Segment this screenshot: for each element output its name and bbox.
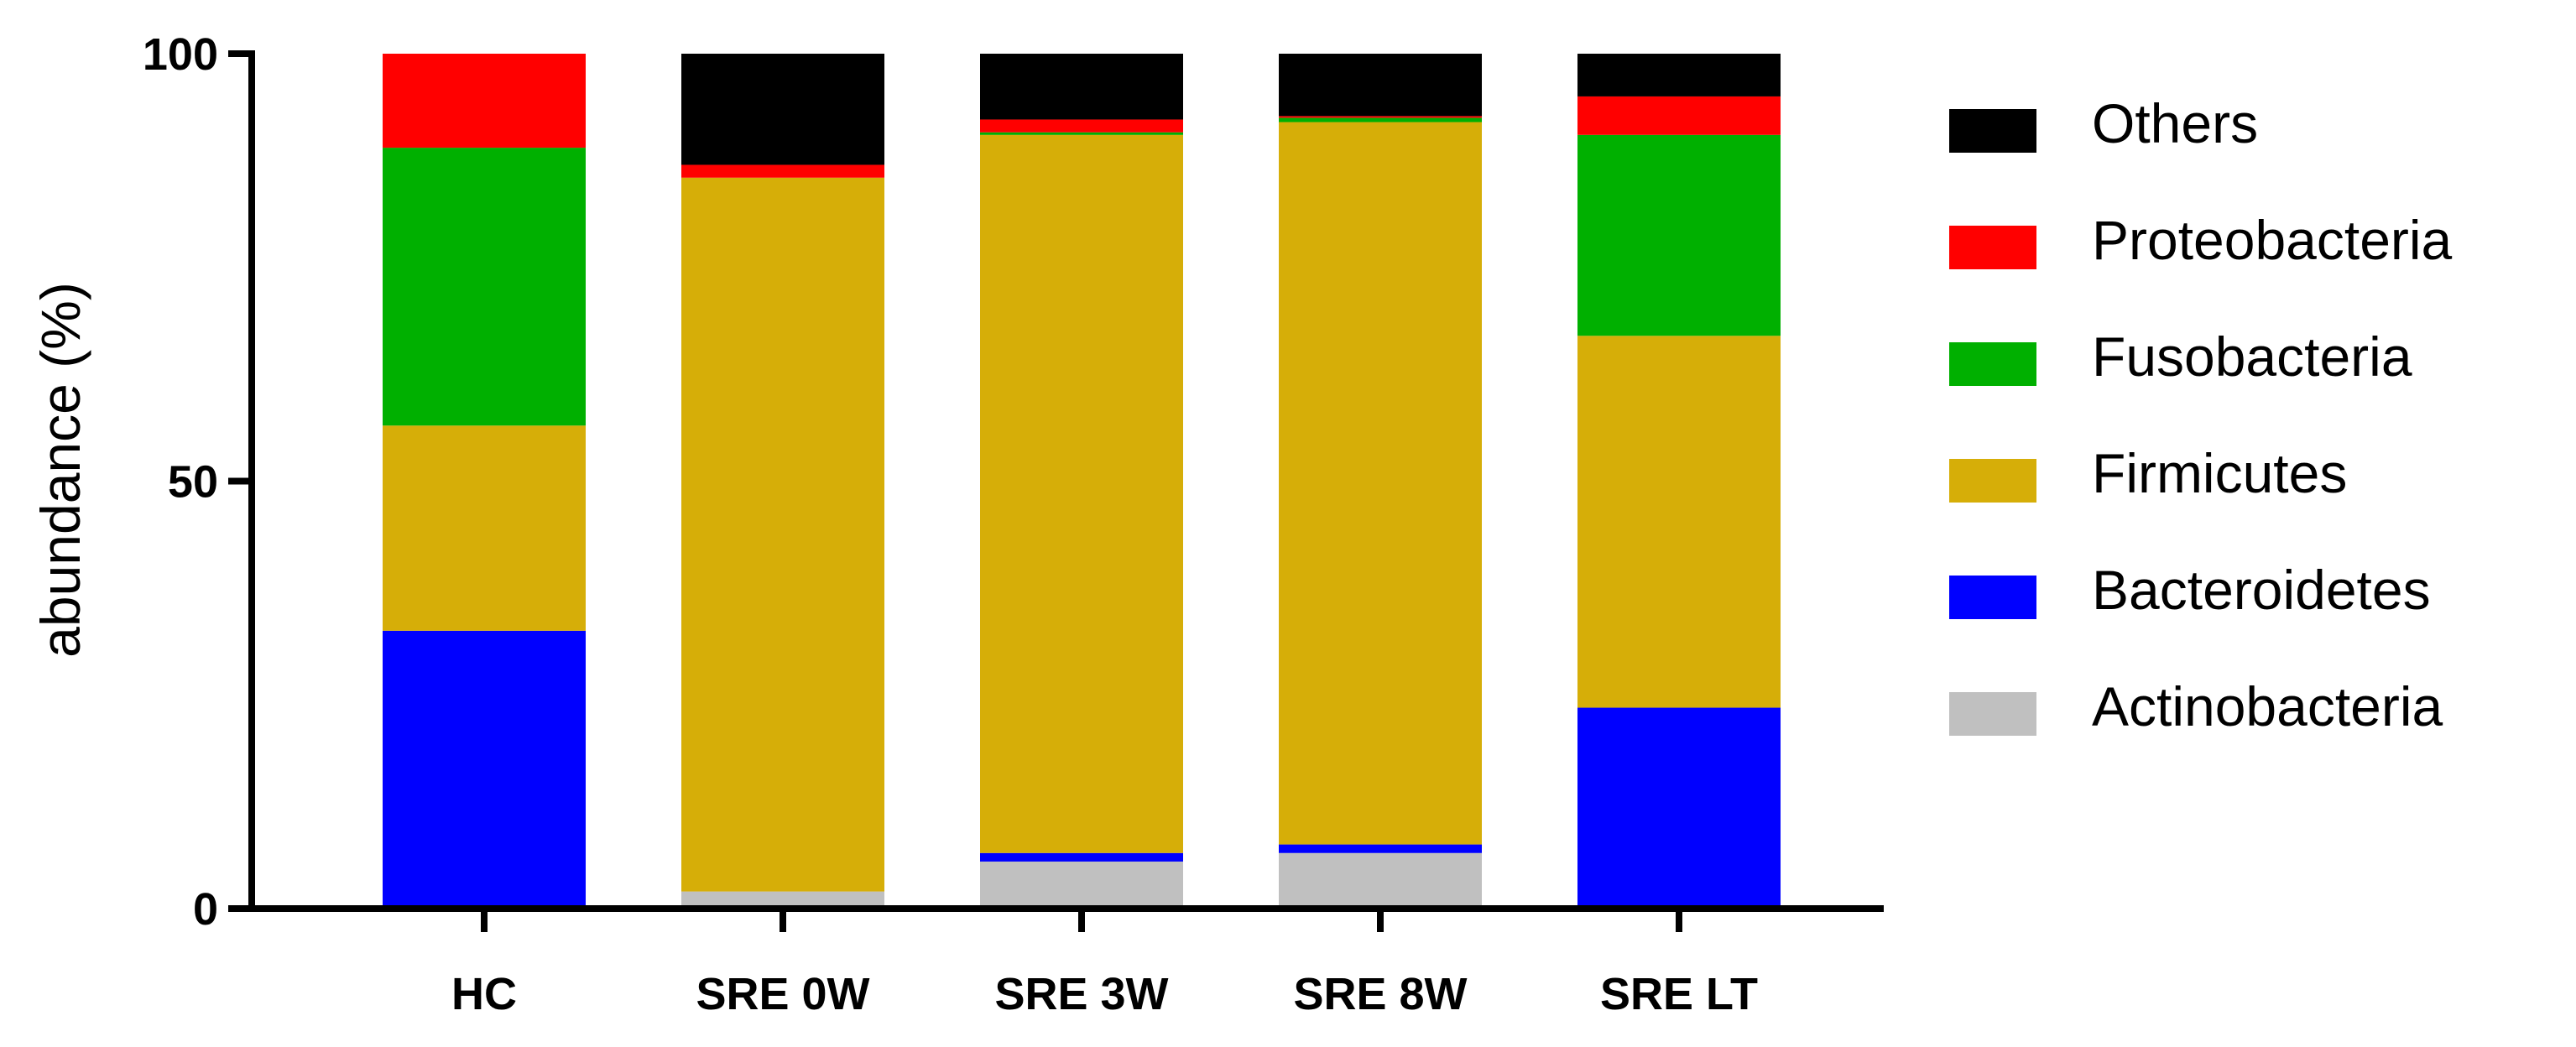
legend-item-others: Others xyxy=(1949,92,2258,154)
legend-swatch-others xyxy=(1949,109,2036,153)
legend-label-bacteroidetes: Bacteroidetes xyxy=(2092,559,2431,621)
bar-segment-firmicutes-sre-3w xyxy=(980,134,1183,853)
bar-segment-others-sre-8w xyxy=(1279,54,1482,117)
bar-segment-actinobacteria-sre-0w xyxy=(681,891,884,909)
bar-segment-fusobacteria-sre-8w xyxy=(1279,117,1482,122)
bar-segment-proteobacteria-sre-lt xyxy=(1577,96,1781,135)
legend-label-proteobacteria: Proteobacteria xyxy=(2092,209,2453,271)
y-axis-label: abundance (%) xyxy=(29,282,91,658)
bar-segment-proteobacteria-sre-3w xyxy=(980,119,1183,133)
y-tick-label-50: 50 xyxy=(168,457,218,508)
legend: Others Proteobacteria Fusobacteria Firmicut… xyxy=(1949,92,2453,737)
bar-segment-firmicutes-sre-8w xyxy=(1279,122,1482,845)
bar-segment-bacteroidetes-sre-lt xyxy=(1577,707,1781,909)
x-tick-label-sre-0w: SRE 0W xyxy=(696,969,869,1019)
bar-segment-actinobacteria-sre-8w xyxy=(1279,852,1482,909)
legend-swatch-proteobacteria xyxy=(1949,226,2036,269)
bar-segment-firmicutes-sre-0w xyxy=(681,177,884,892)
axes-layer: 0 50 100 HC SRE 0W SRE 3W SRE 8W SRE LT xyxy=(143,29,1884,1019)
bar-segment-firmicutes-hc xyxy=(383,425,586,631)
legend-item-proteobacteria: Proteobacteria xyxy=(1949,209,2453,271)
bars-layer xyxy=(383,54,1781,909)
bar-segment-others-sre-3w xyxy=(980,54,1183,120)
legend-swatch-actinobacteria xyxy=(1949,692,2036,736)
legend-swatch-bacteroidetes xyxy=(1949,576,2036,619)
bar-segment-others-sre-lt xyxy=(1577,54,1781,96)
legend-item-firmicutes: Firmicutes xyxy=(1949,442,2347,504)
x-tick-label-sre-3w: SRE 3W xyxy=(994,969,1168,1019)
legend-item-bacteroidetes: Bacteroidetes xyxy=(1949,559,2431,621)
bar-segment-fusobacteria-sre-3w xyxy=(980,132,1183,135)
legend-item-fusobacteria: Fusobacteria xyxy=(1949,326,2412,388)
bar-segment-bacteroidetes-sre-8w xyxy=(1279,844,1482,853)
x-tick-label-hc: HC xyxy=(451,969,517,1019)
x-tick-label-sre-8w: SRE 8W xyxy=(1293,969,1467,1019)
y-tick-label-0: 0 xyxy=(193,884,218,935)
legend-item-actinobacteria: Actinobacteria xyxy=(1949,675,2443,737)
bar-segment-proteobacteria-hc xyxy=(383,54,586,148)
bar-segment-fusobacteria-hc xyxy=(383,148,586,426)
x-tick-label-sre-lt: SRE LT xyxy=(1600,969,1758,1019)
bar-segment-fusobacteria-sre-lt xyxy=(1577,134,1781,336)
bar-segment-proteobacteria-sre-0w xyxy=(681,164,884,178)
legend-label-others: Others xyxy=(2092,92,2258,154)
legend-swatch-firmicutes xyxy=(1949,459,2036,503)
legend-label-actinobacteria: Actinobacteria xyxy=(2092,675,2443,737)
bar-segment-actinobacteria-sre-3w xyxy=(980,861,1183,909)
bar-segment-bacteroidetes-sre-3w xyxy=(980,852,1183,862)
bar-segment-firmicutes-sre-lt xyxy=(1577,336,1781,708)
legend-label-firmicutes: Firmicutes xyxy=(2092,442,2347,504)
legend-label-fusobacteria: Fusobacteria xyxy=(2092,326,2412,388)
y-tick-label-100: 100 xyxy=(143,29,218,80)
bar-segment-others-sre-0w xyxy=(681,54,884,165)
bar-segment-proteobacteria-sre-8w xyxy=(1279,116,1482,118)
legend-swatch-fusobacteria xyxy=(1949,342,2036,386)
bar-segment-bacteroidetes-hc xyxy=(383,630,586,909)
